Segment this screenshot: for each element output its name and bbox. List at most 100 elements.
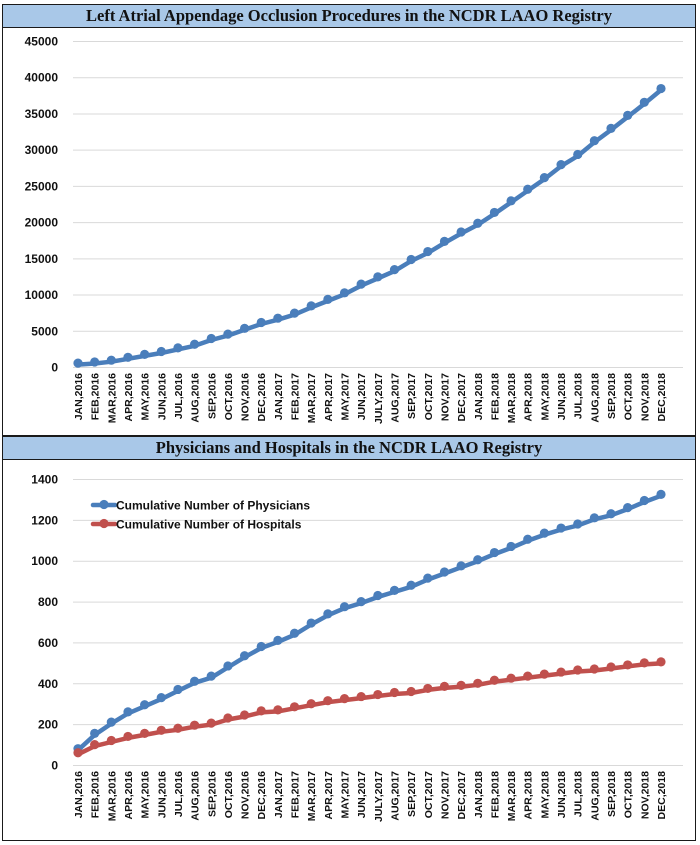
x-tick-label: DEC,2016: [256, 373, 268, 422]
data-point: [223, 329, 233, 339]
data-point: [623, 110, 633, 120]
data-point: [90, 739, 100, 750]
x-tick-label: APR,2017: [323, 771, 335, 820]
x-tick-label: OCT,2017: [423, 373, 435, 420]
data-point: [306, 301, 316, 311]
x-tick-label: APR,2018: [523, 771, 535, 820]
data-point: [556, 523, 566, 533]
y-tick-label: 25000: [25, 179, 59, 193]
data-point: [389, 265, 400, 275]
x-tick-label: OCT,2018: [623, 373, 635, 420]
data-point: [489, 547, 500, 558]
x-tick-label: MAY,2018: [539, 373, 551, 421]
data-point: [623, 660, 633, 670]
data-point: [223, 661, 233, 671]
data-point: [339, 602, 350, 612]
x-tick-label: JULY,2017: [373, 771, 385, 822]
data-point: [156, 725, 166, 735]
data-point: [589, 136, 599, 146]
data-point: [90, 357, 100, 367]
y-tick-label: 35000: [25, 107, 59, 121]
x-tick-label: DEC,2017: [456, 373, 468, 422]
data-point: [306, 618, 316, 628]
y-tick-label: 1000: [31, 554, 58, 568]
data-point: [523, 184, 533, 194]
data-point: [373, 272, 383, 282]
data-point: [356, 596, 366, 607]
data-point: [456, 561, 466, 571]
gridlines: [73, 41, 683, 368]
x-tick-label: NOV,2016: [240, 771, 252, 819]
x-tick-label: FEB,2018: [489, 771, 501, 818]
data-point: [190, 676, 200, 686]
procedures-chart-panel: Left Atrial Appendage Occlusion Procedur…: [2, 4, 696, 436]
data-point: [106, 717, 116, 727]
data-point: [556, 667, 566, 677]
y-tick-label: 5000: [31, 324, 58, 338]
data-point: [373, 590, 383, 601]
x-tick-label: DEC,2018: [656, 771, 668, 820]
y-axis: 0 200 400 600 800 1000 1200 1400: [31, 473, 58, 773]
y-tick-label: 20000: [25, 216, 59, 230]
x-tick-label: JUL,2018: [573, 771, 585, 817]
data-point: [539, 173, 550, 183]
data-point: [173, 723, 183, 733]
data-point: [256, 706, 266, 716]
data-point: [639, 658, 649, 668]
data-point: [506, 196, 516, 206]
x-tick-label: JUN,2018: [556, 771, 568, 818]
x-tick-label: DEC,2016: [256, 771, 268, 820]
data-point: [173, 684, 183, 695]
data-point: [656, 83, 666, 94]
y-tick-label: 0: [51, 759, 58, 773]
x-tick-label: MAR,2018: [506, 771, 518, 821]
y-tick-label: 15000: [25, 252, 59, 266]
x-tick-label: AUG,2017: [389, 373, 401, 423]
x-tick-label: JAN,2016: [73, 373, 85, 420]
data-point: [573, 149, 583, 160]
data-point: [356, 279, 366, 289]
y-tick-label: 10000: [25, 288, 59, 302]
data-point: [489, 207, 500, 218]
data-point: [539, 669, 550, 679]
data-point: [523, 534, 533, 544]
physicians-hospitals-chart-title: Physicians and Hospitals in the NCDR LAA…: [3, 437, 695, 460]
data-point: [406, 580, 416, 590]
data-point: [589, 664, 599, 674]
y-tick-label: 40000: [25, 71, 59, 85]
series-cumulative-number-of-hospitals: [73, 657, 666, 758]
data-point: [639, 97, 649, 107]
data-point: [356, 691, 366, 702]
data-point: [156, 693, 166, 703]
data-point: [589, 513, 599, 523]
data-point: [156, 346, 166, 357]
x-tick-label: JUL,2016: [173, 373, 185, 419]
data-point: [256, 641, 266, 652]
x-tick-label: APR,2017: [323, 373, 335, 422]
x-tick-label: MAR,2017: [306, 771, 318, 821]
data-point: [106, 735, 116, 746]
gridlines: [73, 479, 683, 766]
data-point: [573, 519, 583, 529]
data-point: [506, 541, 516, 552]
x-tick-label: JAN,2017: [273, 771, 285, 818]
procedures-chart-title: Left Atrial Appendage Occlusion Procedur…: [3, 5, 695, 28]
x-tick-label: MAR,2017: [306, 373, 318, 423]
x-tick-label: APR,2018: [523, 373, 535, 422]
x-tick-label: OCT,2016: [223, 771, 235, 818]
data-point: [389, 687, 400, 698]
x-tick-label: OCT,2016: [223, 373, 235, 420]
data-point: [140, 349, 150, 360]
data-point: [73, 358, 83, 368]
data-point: [439, 681, 450, 691]
x-tick-label: JUN,2017: [356, 373, 368, 420]
data-point: [473, 218, 483, 228]
data-point: [323, 696, 333, 706]
series-line: [75, 661, 664, 757]
data-point: [90, 728, 100, 738]
data-point: [306, 699, 316, 709]
data-point: [573, 665, 583, 675]
data-point: [73, 748, 83, 758]
x-tick-label: JAN,2016: [73, 771, 85, 818]
data-point: [206, 333, 216, 344]
